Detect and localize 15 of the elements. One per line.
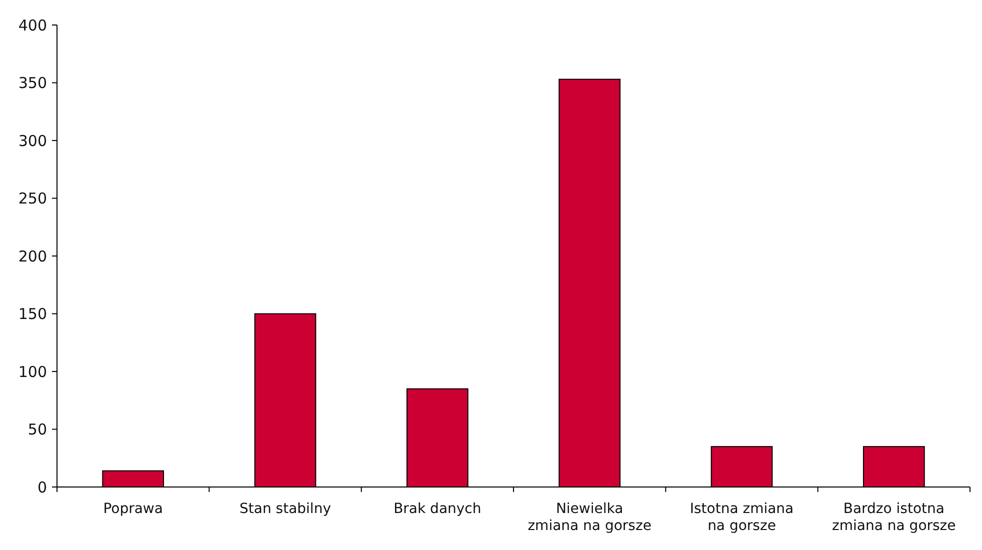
x-tick-label: Bardzo istotna zmiana na gorsze	[832, 501, 956, 534]
y-tick-label: 350	[18, 74, 47, 92]
x-tick-label: Istotna zmiana na gorsze	[690, 501, 794, 534]
y-tick-label: 300	[18, 132, 47, 150]
y-tick-label: 200	[18, 247, 47, 266]
y-tick-label: 150	[18, 305, 47, 323]
y-tick-label: 50	[28, 420, 47, 438]
y-tick-label: 100	[18, 362, 47, 381]
y-tick-label: 400	[18, 16, 47, 34]
y-tick-label: 0	[37, 478, 47, 496]
x-tick-label: Poprawa	[103, 501, 163, 517]
x-tick-label: Stan stabilny	[240, 501, 331, 517]
x-tick-label: Brak danych	[394, 501, 482, 517]
y-tick-label: 250	[18, 190, 47, 208]
x-tick-label: Niewielka zmiana na gorsze	[528, 501, 652, 534]
